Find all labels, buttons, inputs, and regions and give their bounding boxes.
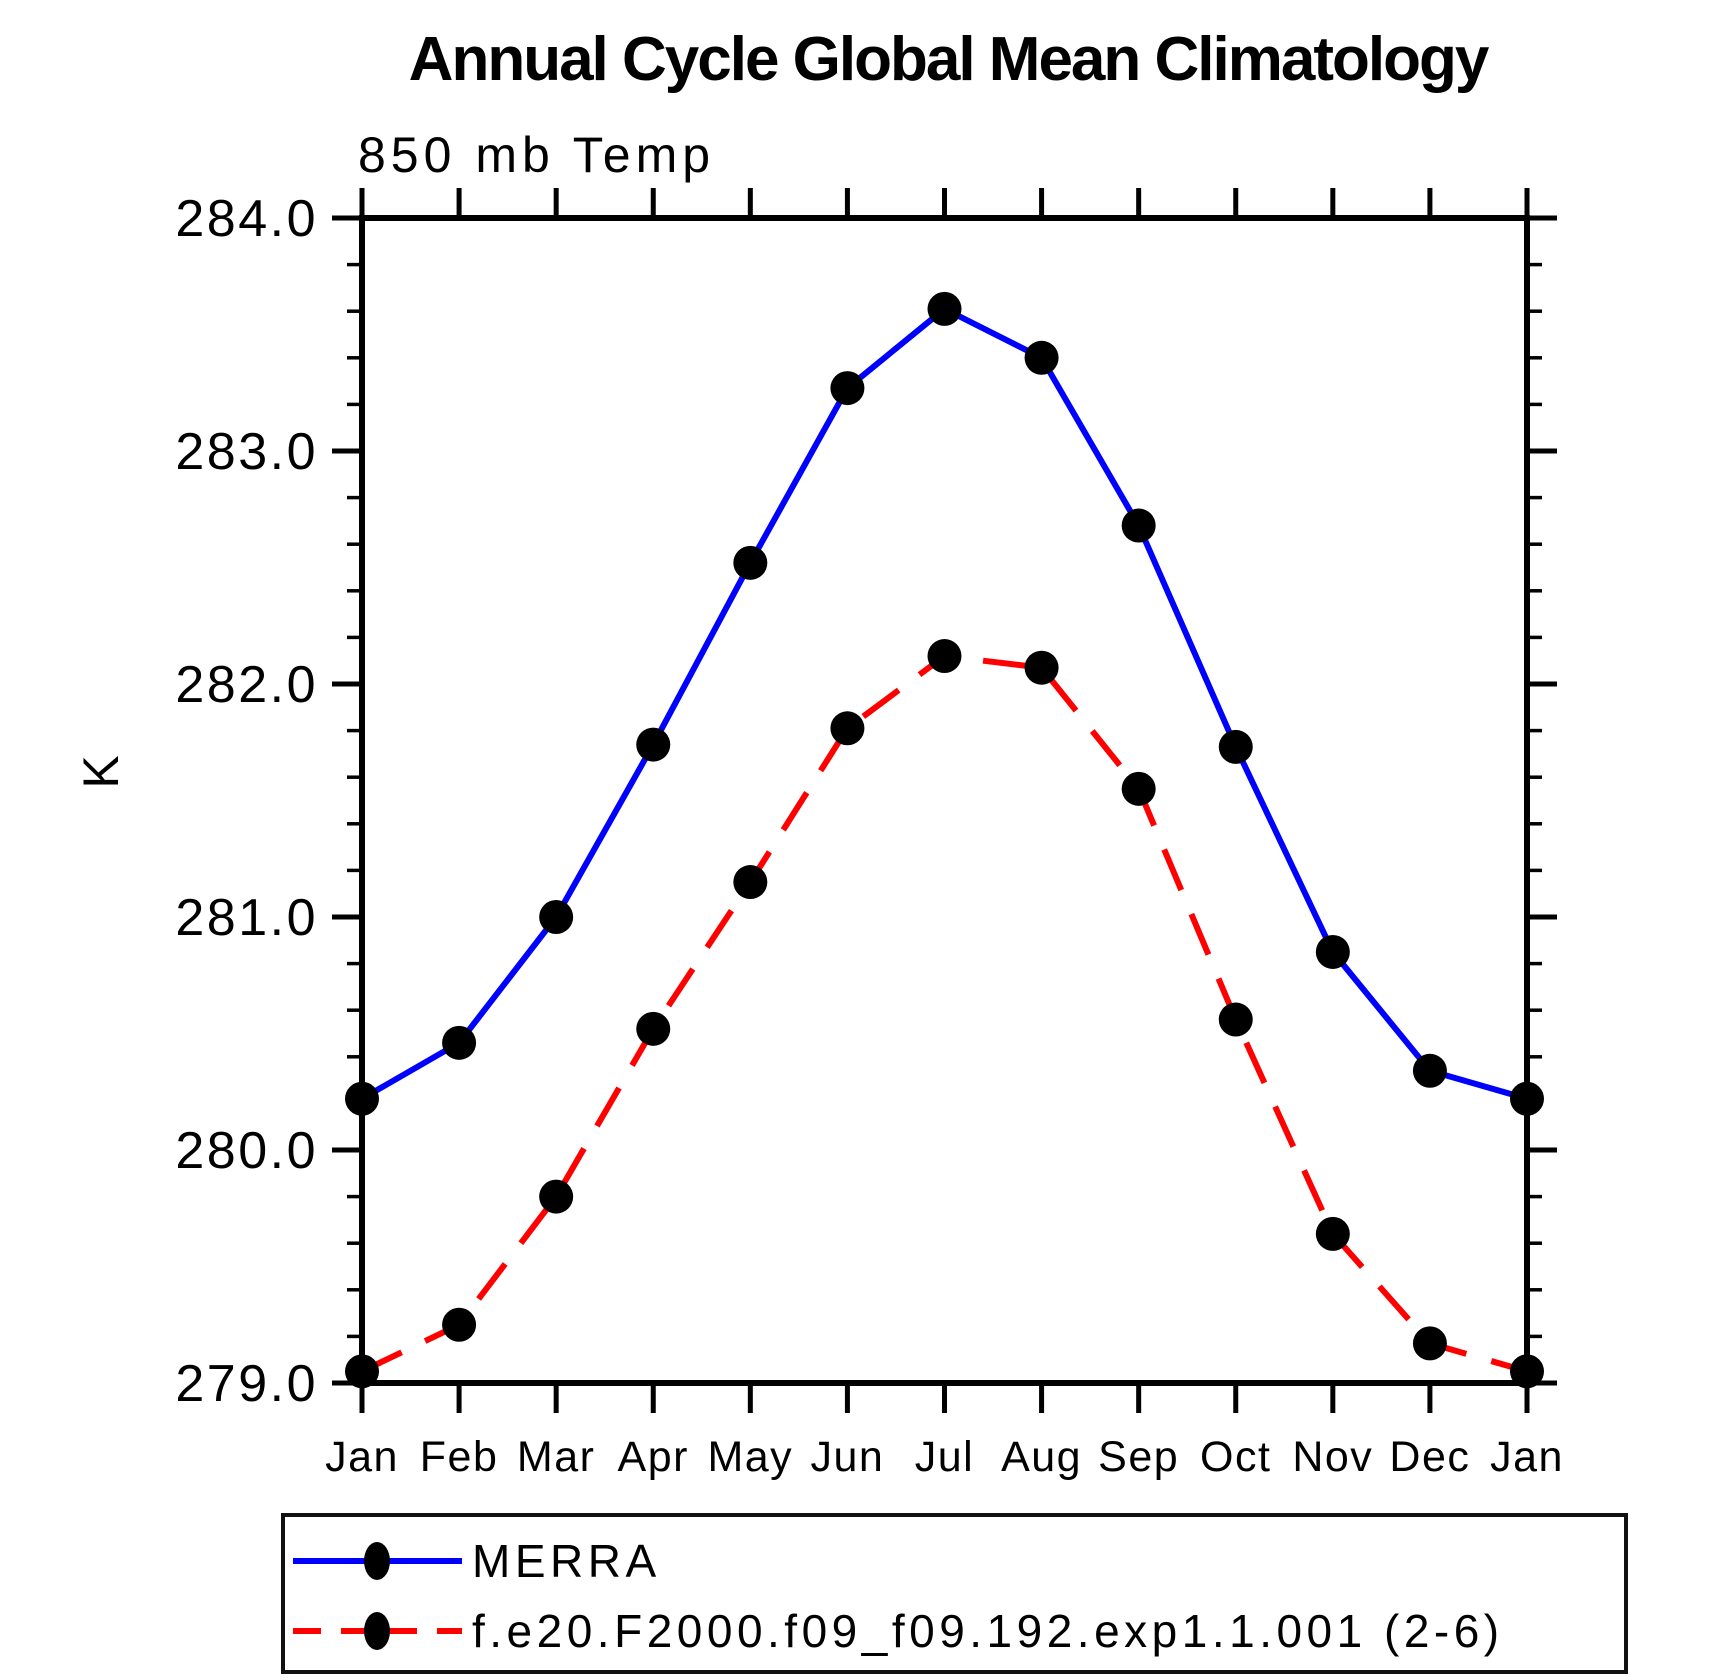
data-point-marker [927, 639, 962, 674]
data-point-marker [1510, 1081, 1544, 1116]
plot-area: 279.0 280.0 281.0 282.0 283.0 284.0 Jan Feb Mar A… [175, 188, 1564, 1481]
x-axis-tick-label: Jul [915, 1433, 974, 1481]
data-point-marker [442, 1307, 477, 1342]
data-point-marker [1412, 1326, 1447, 1361]
data-point-marker [1121, 508, 1156, 543]
data-point-marker [345, 1354, 379, 1389]
x-axis-tick-label: Aug [1001, 1433, 1082, 1481]
x-axis-tick-label: Apr [618, 1433, 689, 1481]
plot-frame [359, 215, 1530, 1386]
legend-item-model: f.e20.F2000.f09_f09.192.exp1.1.001 (2-6) [293, 1605, 1504, 1657]
data-point-marker [636, 727, 671, 762]
legend-box [281, 1513, 1628, 1674]
y-axis-tick-label: 282.0 [175, 656, 318, 714]
legend: MERRA f.e20.F2000.f09_f09.192.exp1.1.001… [281, 1513, 1628, 1674]
x-axis-tick-label: Feb [420, 1433, 499, 1481]
data-point-marker [1218, 729, 1253, 764]
x-axis-tick-label: Mar [517, 1433, 596, 1481]
data-point-marker [636, 1011, 671, 1046]
x-axis-tick-label: Sep [1098, 1433, 1179, 1481]
data-point-marker [830, 371, 865, 406]
data-point-marker [539, 1179, 574, 1214]
x-axis-tick-label: Oct [1200, 1433, 1271, 1481]
y-axis-tick-label: 283.0 [175, 423, 318, 481]
series-line-merra [360, 305, 1528, 1102]
y-axis-tick-label: 279.0 [175, 1355, 318, 1413]
y-axis-tick-label: 281.0 [175, 889, 318, 947]
x-axis-tick-label: Jan [325, 1433, 399, 1481]
data-point-marker [345, 1081, 379, 1116]
data-point-marker [733, 865, 768, 900]
data-point-marker [539, 900, 574, 934]
legend-marker-dot [364, 1612, 390, 1650]
series-line-model [360, 653, 1528, 1375]
chart-title: Annual Cycle Global Mean Climatology [409, 25, 1490, 94]
y-axis-tick-label: 280.0 [175, 1122, 318, 1180]
legend-item-label: f.e20.F2000.f09_f09.192.exp1.1.001 (2-6) [472, 1605, 1504, 1657]
y-axis-tick-label: 284.0 [175, 190, 318, 248]
data-point-marker [1121, 771, 1156, 806]
data-point-marker [1024, 650, 1059, 685]
x-axis-tick-label: May [707, 1433, 793, 1481]
data-point-marker [1315, 1216, 1350, 1251]
legend-item-label: MERRA [472, 1535, 661, 1587]
data-point-marker [1218, 1002, 1253, 1037]
y-axis-label: K [73, 755, 129, 788]
legend-marker-dot [364, 1542, 390, 1580]
x-axis-tick-label: Dec [1389, 1433, 1470, 1481]
data-point-marker [830, 711, 865, 746]
data-point-marker [442, 1025, 477, 1060]
data-point-marker [1510, 1354, 1544, 1389]
legend-item-merra: MERRA [293, 1535, 661, 1587]
data-point-marker [733, 545, 768, 580]
chart-subtitle: 850 mb Temp [358, 127, 715, 183]
data-point-marker [927, 291, 962, 326]
x-axis-tick-label: Jan [1490, 1433, 1564, 1481]
data-point-marker [1024, 340, 1059, 375]
x-axis-tick-label: Jun [810, 1433, 884, 1481]
x-axis-tick-label: Nov [1292, 1433, 1373, 1481]
data-point-marker [1412, 1053, 1447, 1088]
data-point-marker [1315, 934, 1350, 969]
